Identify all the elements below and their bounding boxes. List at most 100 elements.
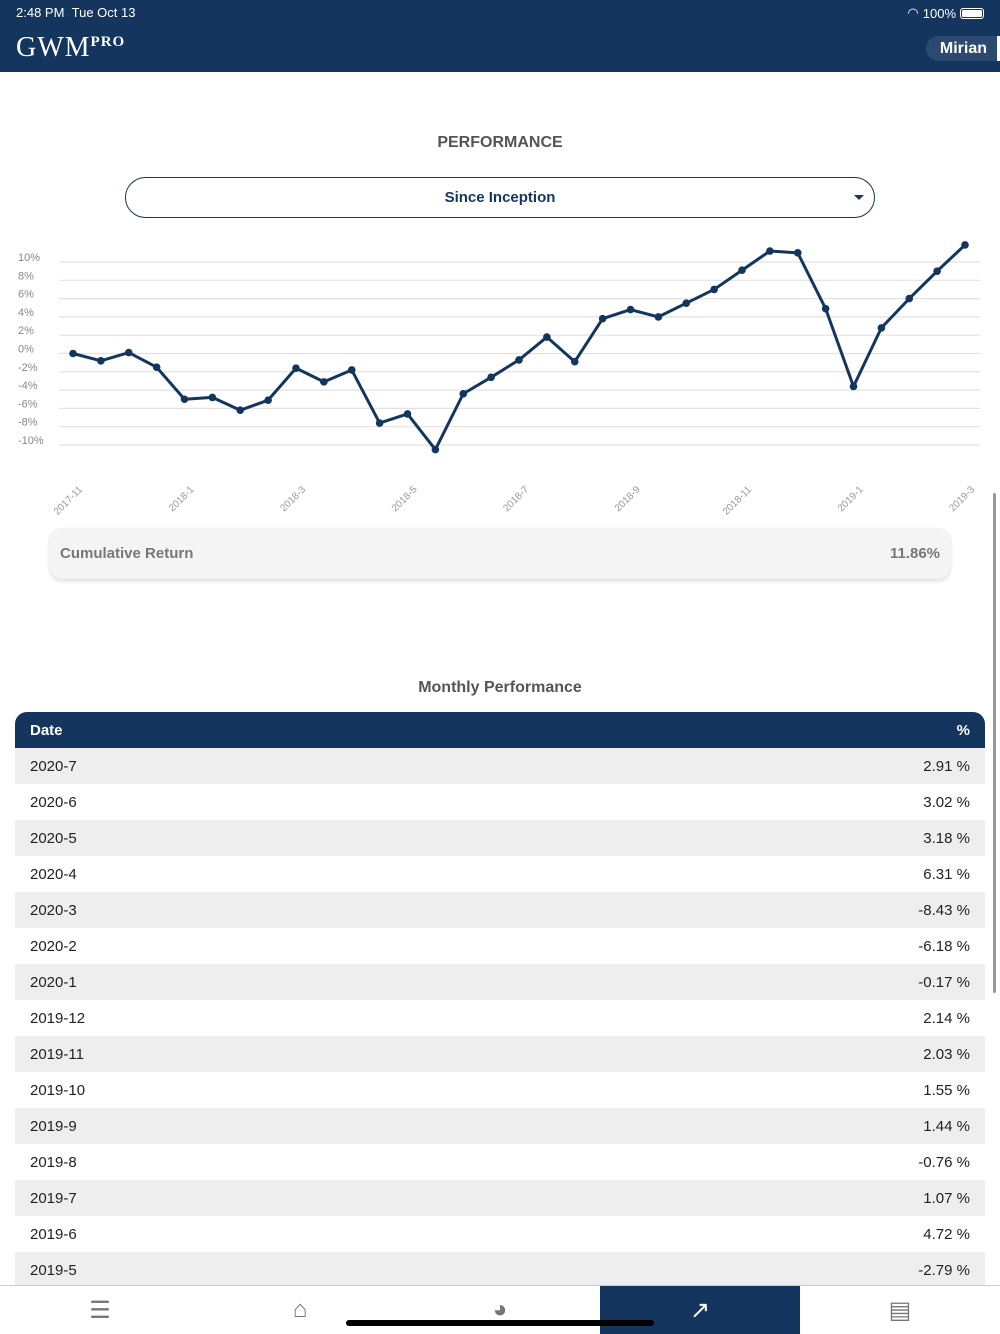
data-point	[738, 266, 746, 275]
table-row: 2019-7 1.07 %	[15, 1180, 985, 1216]
data-point	[403, 410, 412, 418]
data-point	[152, 363, 161, 372]
status-time: 2:48 PM Tue Oct 13	[16, 5, 136, 20]
row-date: 2019-6	[30, 1225, 77, 1243]
data-point	[766, 247, 774, 255]
table-row: 2020-6 3.02 %	[15, 784, 985, 820]
period-select[interactable]: Since Inception	[125, 177, 875, 218]
y-tick-label: -2%	[18, 362, 38, 374]
wifi-icon: ◠	[907, 5, 919, 20]
home-indicator	[346, 1320, 654, 1326]
row-pct: 2.91 %	[923, 757, 970, 775]
battery-icon	[960, 7, 984, 19]
row-date: 2020-4	[30, 865, 77, 883]
table-row: 2020-1 -0.17 %	[15, 964, 985, 1000]
data-point	[515, 356, 523, 364]
document-icon: ▤	[888, 1296, 912, 1324]
data-point	[933, 267, 941, 275]
data-point	[821, 304, 830, 313]
row-date: 2019-10	[30, 1081, 86, 1099]
data-point	[961, 241, 969, 249]
table-row: 2020-3 -8.43 %	[15, 892, 985, 928]
pie-chart-icon: ◕	[492, 1296, 508, 1323]
data-point	[905, 294, 914, 303]
data-point	[682, 299, 691, 307]
y-tick-label: 0%	[18, 344, 34, 356]
user-button[interactable]: Mirian	[925, 36, 1000, 61]
row-date: 2020-5	[30, 829, 77, 847]
nav-tab-menu[interactable]: ☰	[0, 1286, 200, 1334]
app-logo: GWMPRO	[16, 32, 126, 63]
row-date: 2020-7	[30, 757, 77, 775]
data-point	[375, 419, 384, 427]
trending-up-icon: ↗	[689, 1296, 711, 1324]
row-date: 2019-5	[30, 1261, 77, 1279]
row-pct: -0.76 %	[918, 1153, 970, 1171]
row-pct: 3.18 %	[923, 829, 970, 847]
table-row: 2020-2 -6.18 %	[15, 928, 985, 964]
caret-down-icon	[854, 195, 864, 200]
cumulative-return-card: Cumulative Return 11.86%	[50, 528, 950, 579]
home-icon: ⌂	[292, 1296, 308, 1323]
data-point	[598, 314, 607, 323]
x-tick-label: 2018-1	[167, 484, 197, 514]
scrollbar[interactable]	[993, 493, 996, 993]
nav-tab-pie-chart[interactable]: ◕	[400, 1286, 600, 1334]
data-point	[849, 382, 858, 391]
row-pct: 2.03 %	[923, 1045, 970, 1063]
monthly-table: Date% 2020-7 2.91 % 2020-6 3.02 % 2020-5 3.18…	[15, 712, 985, 1288]
row-date: 2019-7	[30, 1189, 77, 1207]
x-tick-label: 2018-5	[390, 484, 420, 514]
row-pct: 4.72 %	[923, 1225, 970, 1243]
row-date: 2019-9	[30, 1117, 77, 1135]
data-point	[69, 349, 77, 358]
data-point	[570, 357, 579, 366]
series-line	[72, 243, 967, 452]
data-point	[320, 378, 328, 386]
performance-chart: 10% 8% 6% 4% 2% 0% -2% -4% -6% -8% -10% 2017-11 2018…	[18, 241, 980, 518]
cumulative-value: 11.86%	[889, 545, 940, 562]
row-date: 2019-8	[30, 1153, 77, 1171]
nav-tab-trending-up[interactable]: ↗	[600, 1286, 800, 1334]
table-row: 2019-11 2.03 %	[15, 1036, 985, 1072]
table-row: 2019-5 -2.79 %	[15, 1252, 985, 1288]
nav-tab-document[interactable]: ▤	[800, 1286, 1000, 1334]
bottom-nav: ☰ ⌂ ◕ ↗ ▤	[0, 1285, 1000, 1334]
data-point	[180, 395, 189, 404]
y-tick-label: -6%	[18, 398, 38, 410]
x-tick-label: 2018-3	[278, 484, 308, 514]
row-date: 2020-3	[30, 901, 77, 919]
row-date: 2020-6	[30, 793, 77, 811]
data-point	[793, 249, 802, 257]
table-row: 2020-5 3.18 %	[15, 820, 985, 856]
row-pct: -2.79 %	[918, 1261, 970, 1279]
menu-icon: ☰	[89, 1296, 111, 1324]
row-date: 2020-2	[30, 937, 77, 955]
data-point	[654, 313, 663, 321]
data-point	[543, 333, 551, 341]
battery-level: 100%	[922, 5, 956, 21]
x-tick-label: 2018-7	[501, 484, 531, 514]
x-tick-label: 2019-3	[947, 484, 977, 514]
x-tick-label: 2018-9	[613, 484, 643, 514]
row-pct: 1.07 %	[923, 1189, 970, 1207]
table-row: 2019-6 4.72 %	[15, 1216, 985, 1252]
row-pct: -8.43 %	[918, 901, 970, 919]
cumulative-label: Cumulative Return	[60, 545, 194, 562]
data-point	[292, 364, 300, 372]
row-pct: 1.55 %	[923, 1081, 970, 1099]
y-tick-label: -4%	[18, 380, 38, 392]
x-tick-label: 2018-11	[721, 484, 755, 518]
y-tick-label: -8%	[18, 417, 38, 429]
data-point	[97, 357, 105, 365]
table-row: 2020-4 6.31 %	[15, 856, 985, 892]
app-header: 2:48 PM Tue Oct 13 ◠ 100% GWMPRO Mirian	[0, 0, 1000, 72]
status-indicators: ◠ 100%	[907, 5, 984, 21]
table-row: 2019-8 -0.76 %	[15, 1144, 985, 1180]
table-row: 2020-7 2.91 %	[15, 748, 985, 784]
table-row: 2019-10 1.55 %	[15, 1072, 985, 1108]
y-tick-label: 2%	[18, 325, 34, 337]
nav-tab-home[interactable]: ⌂	[200, 1286, 400, 1334]
data-point	[347, 366, 356, 374]
row-date: 2019-11	[30, 1045, 84, 1063]
